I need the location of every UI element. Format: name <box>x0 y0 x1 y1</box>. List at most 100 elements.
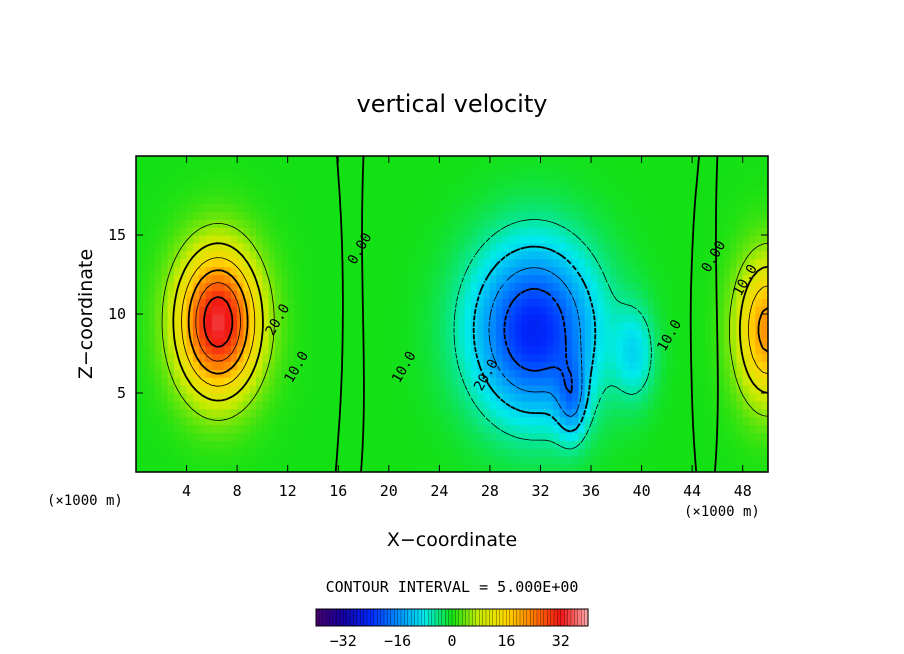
field-cell <box>698 361 706 370</box>
field-cell <box>376 456 384 465</box>
field-cell <box>281 456 289 465</box>
field-cell <box>376 211 384 220</box>
field-cell <box>711 393 719 402</box>
field-cell <box>515 258 523 268</box>
field-cell <box>256 211 263 220</box>
field-cell <box>477 361 485 370</box>
field-cell <box>237 298 245 307</box>
field-cell <box>679 290 687 299</box>
field-cell <box>660 258 668 268</box>
field-cell <box>635 211 643 220</box>
field-cell <box>704 163 712 173</box>
field-cell <box>433 179 440 189</box>
field-cell <box>281 424 289 434</box>
field-cell <box>142 298 150 307</box>
field-cell <box>622 171 630 181</box>
field-cell <box>382 195 390 204</box>
field-cell <box>755 274 763 283</box>
field-cell <box>616 227 624 236</box>
field-cell <box>426 361 434 370</box>
field-cell <box>237 171 245 181</box>
field-cell <box>136 203 143 212</box>
field-cell <box>376 156 384 165</box>
field-cell <box>218 306 226 315</box>
field-cell <box>628 282 636 291</box>
field-cell <box>647 337 655 347</box>
colorbar-swatch <box>417 608 422 627</box>
field-cell <box>224 385 232 394</box>
field-cell <box>698 258 706 268</box>
field-cell <box>199 464 207 473</box>
field-cell <box>470 464 478 473</box>
field-cell <box>641 345 649 355</box>
field-cell <box>578 432 586 441</box>
field-cell <box>230 393 238 402</box>
field-cell <box>230 456 238 465</box>
field-cell <box>426 242 434 252</box>
field-cell <box>186 171 194 181</box>
field-cell <box>647 227 655 236</box>
field-cell <box>521 464 529 473</box>
field-cell <box>312 187 320 197</box>
field-cell <box>205 219 213 228</box>
field-cell <box>376 432 384 441</box>
field-cell <box>148 290 156 299</box>
field-cell <box>306 400 314 410</box>
field-cell <box>742 440 750 449</box>
field-cell <box>243 290 251 299</box>
field-cell <box>679 408 687 418</box>
colorbar-swatch <box>414 608 419 627</box>
field-cell <box>395 156 403 165</box>
field-cell <box>470 424 478 434</box>
field-cell <box>401 424 409 434</box>
field-cell <box>742 393 750 402</box>
field-cell <box>723 456 731 465</box>
field-cell <box>445 440 453 449</box>
field-cell <box>369 211 377 220</box>
field-cell <box>249 353 257 362</box>
field-cell <box>363 274 371 283</box>
field-cell <box>300 448 308 457</box>
field-cell <box>761 321 769 331</box>
field-cell <box>464 195 472 204</box>
field-cell <box>395 219 403 228</box>
field-cell <box>692 306 700 315</box>
field-cell <box>243 464 251 473</box>
field-cell <box>736 345 744 355</box>
field-cell <box>610 440 617 449</box>
field-cell <box>369 456 377 465</box>
field-cell <box>161 456 169 465</box>
field-cell <box>401 290 409 299</box>
field-cell <box>521 456 529 465</box>
field-cell <box>350 306 358 315</box>
field-cell <box>388 464 396 473</box>
field-cell <box>502 266 510 276</box>
field-cell <box>331 408 339 418</box>
field-cell <box>167 171 175 181</box>
field-cell <box>325 385 333 394</box>
field-cell <box>534 195 542 204</box>
field-cell <box>192 298 200 307</box>
field-cell <box>464 321 472 331</box>
field-cell <box>306 195 314 204</box>
field-cell <box>350 385 358 394</box>
field-cell <box>704 187 712 197</box>
field-cell <box>489 408 497 418</box>
colorbar-swatch <box>557 608 562 627</box>
field-cell <box>584 416 592 426</box>
field-cell <box>704 219 712 228</box>
colorbar-swatch <box>485 608 490 627</box>
field-cell <box>603 393 611 402</box>
field-cell <box>243 195 251 204</box>
field-cell <box>470 235 478 244</box>
field-cell <box>294 393 301 402</box>
field-cell <box>742 250 750 260</box>
field-cell <box>692 203 700 212</box>
field-cell <box>553 242 561 252</box>
field-cell <box>704 290 712 299</box>
field-cell <box>287 179 295 189</box>
field-cell <box>319 448 327 457</box>
field-cell <box>591 353 598 362</box>
field-cell <box>294 361 301 370</box>
field-cell <box>154 408 162 418</box>
